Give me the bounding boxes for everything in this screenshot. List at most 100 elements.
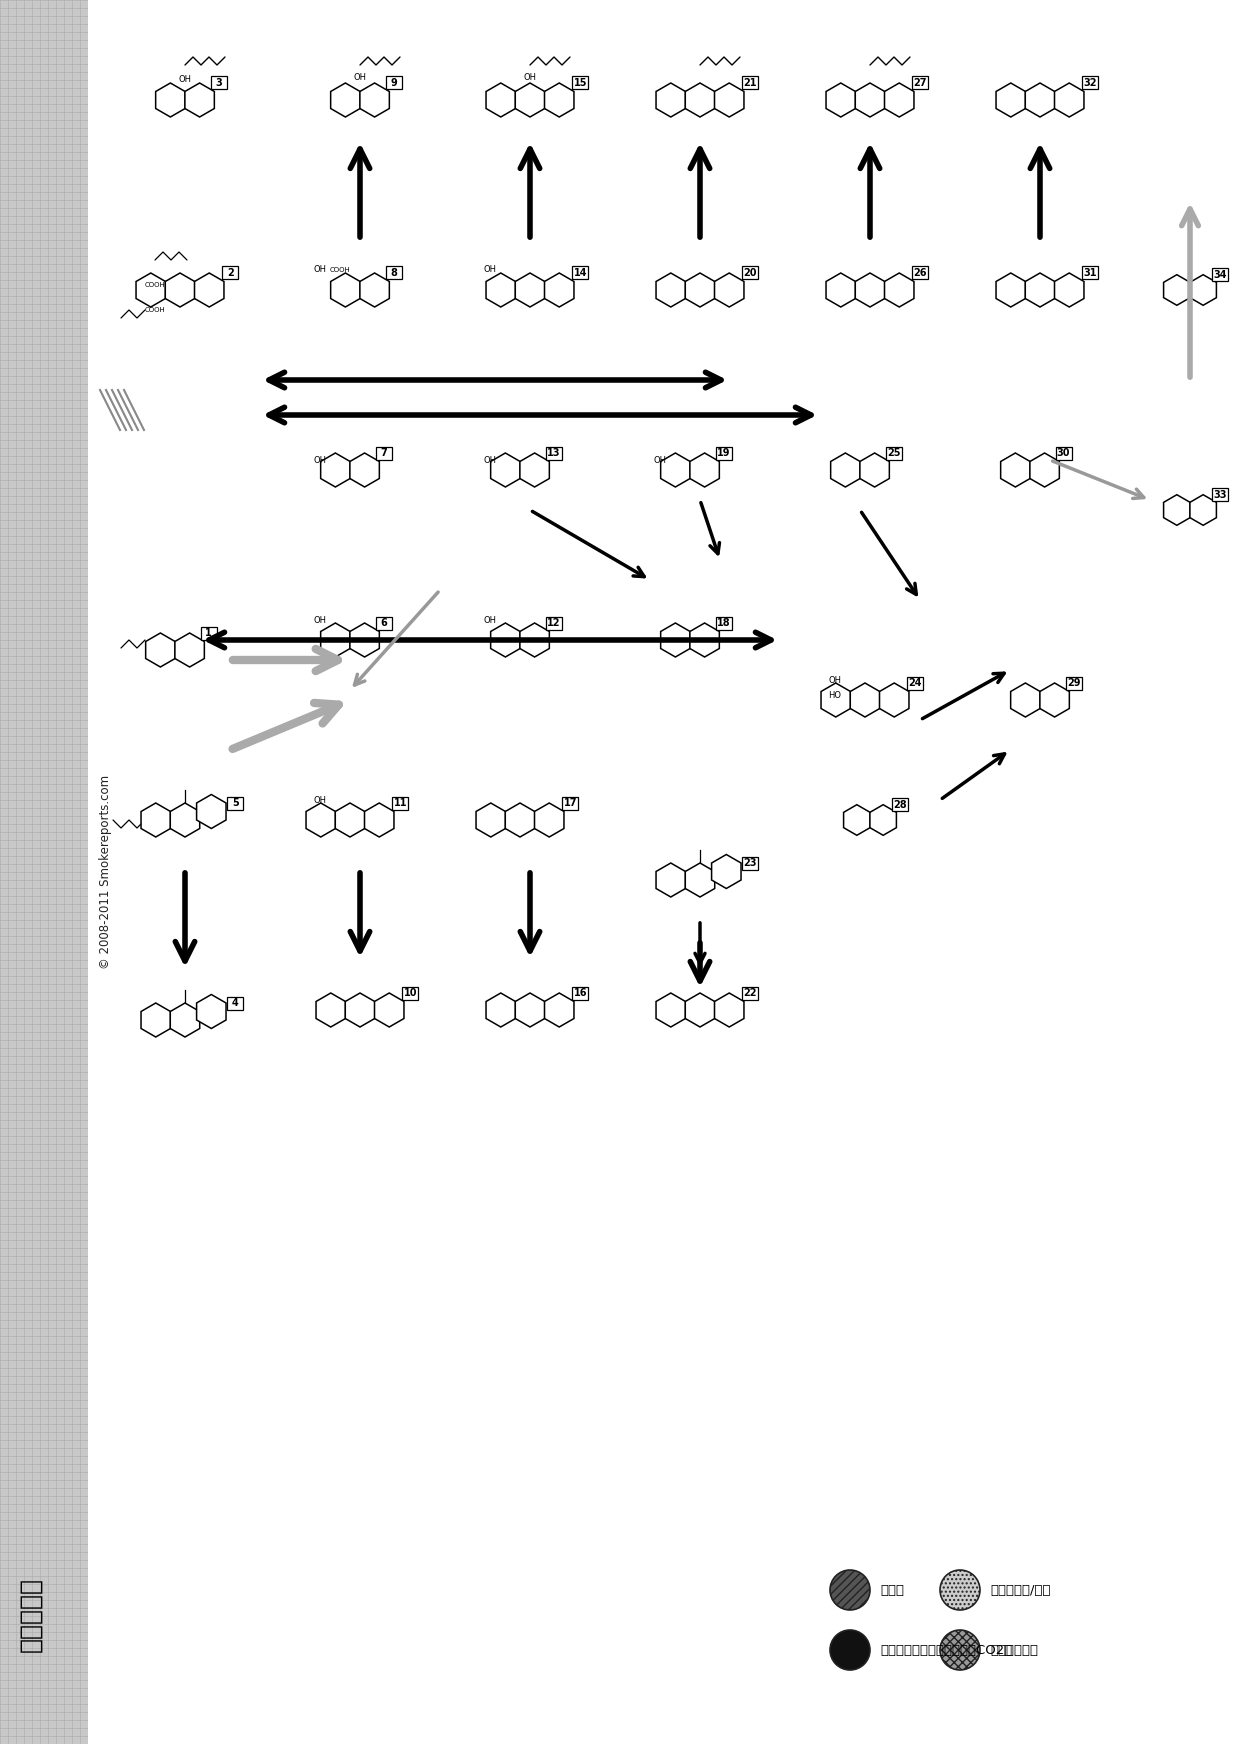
Polygon shape xyxy=(1190,495,1216,525)
Polygon shape xyxy=(141,1003,170,1038)
Polygon shape xyxy=(486,992,516,1027)
Polygon shape xyxy=(1040,684,1069,717)
Polygon shape xyxy=(331,84,360,117)
Polygon shape xyxy=(1163,495,1190,525)
Polygon shape xyxy=(345,992,374,1027)
Polygon shape xyxy=(1011,684,1040,717)
Polygon shape xyxy=(656,84,686,117)
Polygon shape xyxy=(360,274,389,307)
Polygon shape xyxy=(851,684,879,717)
Bar xyxy=(201,626,217,640)
Text: 23: 23 xyxy=(744,858,756,869)
Bar xyxy=(1065,677,1081,689)
Circle shape xyxy=(830,1631,870,1671)
Polygon shape xyxy=(831,453,861,487)
Text: OH: OH xyxy=(353,73,367,82)
Text: 通过消耗代谢: 通过消耗代谢 xyxy=(990,1643,1038,1657)
Text: 21: 21 xyxy=(744,78,756,87)
Bar xyxy=(392,797,408,809)
Polygon shape xyxy=(165,274,195,307)
Bar xyxy=(546,616,562,630)
Polygon shape xyxy=(661,453,691,487)
Polygon shape xyxy=(476,802,506,837)
Polygon shape xyxy=(656,274,686,307)
Polygon shape xyxy=(843,804,870,835)
Text: OH: OH xyxy=(179,75,191,84)
Text: 17: 17 xyxy=(563,799,577,807)
Text: 4: 4 xyxy=(232,998,238,1008)
Circle shape xyxy=(830,1570,870,1610)
Polygon shape xyxy=(195,274,224,307)
Text: 1: 1 xyxy=(206,628,212,638)
Text: 16: 16 xyxy=(573,989,587,998)
Polygon shape xyxy=(136,274,165,307)
Polygon shape xyxy=(996,274,1025,307)
Text: 25: 25 xyxy=(887,448,900,459)
Text: 20: 20 xyxy=(744,269,756,277)
Polygon shape xyxy=(821,684,851,717)
Bar xyxy=(913,77,929,89)
Text: OH: OH xyxy=(484,616,496,624)
Polygon shape xyxy=(714,274,744,307)
Text: 13: 13 xyxy=(547,448,560,459)
Polygon shape xyxy=(689,623,719,657)
Polygon shape xyxy=(156,84,185,117)
Bar xyxy=(913,267,929,279)
Polygon shape xyxy=(520,623,549,657)
Bar xyxy=(546,446,562,459)
Bar xyxy=(562,797,578,809)
Polygon shape xyxy=(316,992,346,1027)
Text: 8: 8 xyxy=(391,269,397,277)
Bar xyxy=(908,677,924,689)
Text: 22: 22 xyxy=(744,989,756,998)
Text: 34: 34 xyxy=(1214,270,1228,279)
Polygon shape xyxy=(870,804,897,835)
Bar xyxy=(386,77,402,89)
Text: 大麻素合成: 大麻素合成 xyxy=(19,1577,42,1652)
Text: 3: 3 xyxy=(216,78,222,87)
Bar xyxy=(1213,269,1229,281)
Text: 10: 10 xyxy=(403,989,417,998)
Text: OH: OH xyxy=(653,455,667,464)
Polygon shape xyxy=(1054,274,1084,307)
Text: OH: OH xyxy=(314,795,326,804)
Bar xyxy=(211,77,227,89)
Text: 降解（空气/光）: 降解（空气/光） xyxy=(990,1584,1050,1596)
Text: COOH: COOH xyxy=(145,307,165,312)
Polygon shape xyxy=(516,274,544,307)
Text: 19: 19 xyxy=(717,448,730,459)
Polygon shape xyxy=(544,992,574,1027)
Bar xyxy=(376,446,392,459)
Polygon shape xyxy=(879,684,909,717)
Text: 7: 7 xyxy=(381,448,387,459)
Text: COOH: COOH xyxy=(330,267,351,274)
Bar xyxy=(715,616,732,630)
Polygon shape xyxy=(544,274,574,307)
Polygon shape xyxy=(884,274,914,307)
Bar xyxy=(227,797,243,809)
Text: OH: OH xyxy=(314,455,326,464)
Polygon shape xyxy=(145,633,175,666)
Polygon shape xyxy=(826,274,856,307)
Polygon shape xyxy=(486,274,516,307)
Polygon shape xyxy=(197,994,226,1029)
Bar xyxy=(885,446,901,459)
Polygon shape xyxy=(714,84,744,117)
Bar xyxy=(893,799,909,811)
Bar xyxy=(376,616,392,630)
Polygon shape xyxy=(486,84,516,117)
Text: 2: 2 xyxy=(227,269,233,277)
Polygon shape xyxy=(686,992,714,1027)
Text: 6: 6 xyxy=(381,617,387,628)
Text: 9: 9 xyxy=(391,78,397,87)
Polygon shape xyxy=(856,84,884,117)
Polygon shape xyxy=(1054,84,1084,117)
Bar xyxy=(572,77,588,89)
Text: 14: 14 xyxy=(573,269,587,277)
Polygon shape xyxy=(826,84,856,117)
Polygon shape xyxy=(175,633,205,666)
Polygon shape xyxy=(520,453,549,487)
Polygon shape xyxy=(350,453,379,487)
Text: 酸合酶: 酸合酶 xyxy=(880,1584,904,1596)
Text: 27: 27 xyxy=(914,78,928,87)
